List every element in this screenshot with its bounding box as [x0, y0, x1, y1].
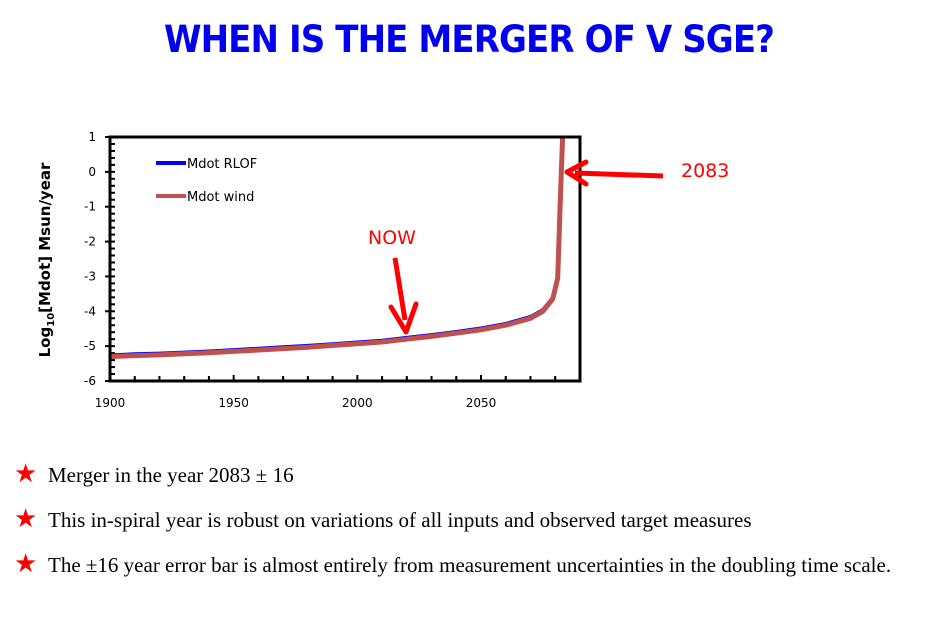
bullet-text: This in-spiral year is robust on variati… — [48, 508, 752, 532]
x-tick-label: 1900 — [95, 396, 126, 410]
star-icon: ★ — [14, 459, 38, 489]
star-icon: ★ — [14, 504, 38, 534]
y-tick-label: -4 — [84, 304, 96, 318]
y-tick-label: -2 — [84, 235, 96, 249]
chart-series — [109, 136, 566, 360]
y-tick-label: -3 — [84, 269, 96, 283]
bullet-list: ★ Merger in the year 2083 ± 16 ★ This in… — [14, 459, 924, 597]
series-line-rlof — [109, 136, 565, 357]
merger-arrow-icon — [564, 159, 589, 187]
y-tick-label: -6 — [84, 374, 96, 388]
now-annotation: NOW — [368, 227, 419, 335]
y-axis-label: Log10[Mdot] Msun/year — [36, 162, 57, 357]
series-line-wind — [109, 136, 566, 360]
plot-frame — [108, 135, 582, 383]
x-tick-label: 2050 — [466, 396, 497, 410]
star-icon: ★ — [14, 549, 38, 579]
legend-label-wind: Mdot wind — [187, 190, 254, 205]
bullet-item: ★ Merger in the year 2083 ± 16 — [14, 459, 924, 489]
y-tick-label: -1 — [84, 200, 96, 214]
slide-title: WHEN IS THE MERGER OF V SGE? — [163, 18, 775, 61]
bullet-text: Merger in the year 2083 ± 16 — [48, 463, 294, 487]
y-tick-label: -5 — [84, 339, 96, 353]
merger-arrow-shaft — [574, 170, 664, 179]
x-tick-label: 2000 — [342, 396, 373, 410]
y-axis-title: Log10[Mdot] Msun/year — [36, 162, 57, 357]
bullet-item: ★ The ±16 year error bar is almost entir… — [14, 549, 924, 579]
x-axis-ticks: 1900 1950 2000 2050 — [95, 375, 557, 410]
merger-year-label: 2083 — [681, 160, 729, 182]
legend: Mdot RLOF Mdot wind — [156, 157, 257, 205]
bullet-text: The ±16 year error bar is almost entirel… — [48, 553, 892, 577]
chart: Log10[Mdot] Msun/year -6 -5 -4 -3 -2 -1 0 1 190… — [36, 130, 729, 410]
y-tick-label: 0 — [88, 165, 96, 179]
now-label: NOW — [368, 227, 416, 249]
now-arrow-shaft — [392, 257, 408, 321]
y-tick-label: 1 — [88, 130, 96, 144]
merger-annotation: 2083 — [564, 159, 729, 187]
bullet-item: ★ This in-spiral year is robust on varia… — [14, 504, 924, 534]
legend-label-rlof: Mdot RLOF — [187, 157, 257, 172]
now-arrow-icon — [388, 301, 419, 335]
x-tick-label: 1950 — [218, 396, 249, 410]
